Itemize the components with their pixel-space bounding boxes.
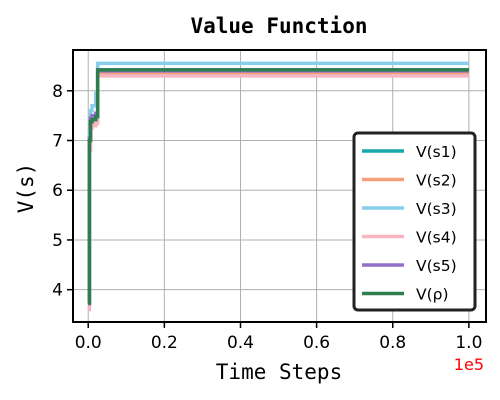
legend-entry-label: V(s3) (416, 200, 457, 218)
legend: V(s1) V(s2) V(s3) V(s4) V(s5) V(ρ) (352, 131, 477, 312)
y-tick-label: 8 (52, 82, 63, 102)
x-tick-label: 0.2 (151, 333, 178, 353)
x-tick-label: 0.0 (75, 333, 102, 353)
x-tick-label: 0.4 (227, 333, 254, 353)
series-line (87, 68, 469, 305)
y-axis-label: V(s) (14, 163, 38, 214)
axis-ticks: 0.0 0.2 0.4 0.6 0.8 1.0 4 5 6 7 8 (52, 82, 482, 353)
legend-entry-label: V(s1) (416, 143, 457, 161)
y-tick-label: 7 (52, 132, 63, 152)
legend-entry-label: V(s2) (416, 172, 457, 190)
legend-entry-label: V(ρ) (416, 286, 449, 304)
x-tick-label: 0.6 (303, 333, 330, 353)
legend-box (352, 131, 477, 312)
y-tick-label: 5 (52, 231, 63, 251)
y-tick-label: 4 (52, 281, 63, 301)
x-axis-label: Time Steps (216, 360, 342, 384)
legend-entry-label: V(s5) (416, 257, 457, 275)
legend-entry-label: V(s4) (416, 229, 457, 247)
x-tick-label: 1.0 (455, 333, 482, 353)
chart-title: Value Function (190, 14, 367, 38)
series-lines (87, 61, 469, 312)
x-tick-label: 0.8 (379, 333, 406, 353)
y-tick-label: 6 (52, 181, 63, 201)
x-axis-offset-label: 1e5 (454, 355, 484, 374)
plot-frame (72, 49, 487, 323)
